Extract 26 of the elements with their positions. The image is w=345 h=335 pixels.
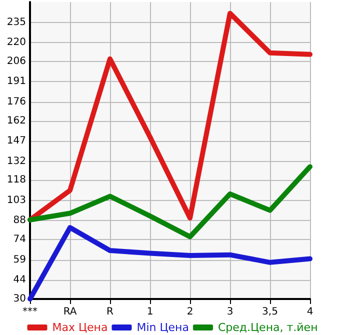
y-tick-label: 147 — [6, 136, 26, 147]
y-tick-label: 206 — [6, 56, 26, 67]
y-tick-label: 162 — [6, 115, 26, 126]
x-tick-label: 4 — [306, 306, 314, 318]
x-tick-label: 3 — [226, 306, 234, 318]
y-tick-label: 30 — [13, 294, 26, 304]
x-tick-label: 1 — [146, 306, 154, 318]
y-tick-label: 235 — [6, 16, 26, 28]
legend-label: Сред.Цена, т.йен — [218, 321, 318, 334]
y-tick-label: 74 — [13, 234, 26, 246]
x-tick-label: R — [106, 306, 114, 318]
y-tick-label: 88 — [13, 215, 26, 226]
y-tick-label: 59 — [13, 254, 26, 266]
x-tick-label: 3,5 — [262, 306, 278, 318]
y-tick-label: 103 — [6, 194, 26, 206]
y-tick-label: 176 — [6, 96, 26, 108]
x-tick-label: 2 — [186, 306, 194, 318]
x-tick-label: RA — [63, 306, 77, 318]
y-tick-label: 44 — [13, 274, 26, 286]
x-tick-label: *** — [22, 306, 38, 318]
y-tick-label: 220 — [6, 37, 26, 48]
y-tick-label: 132 — [6, 156, 26, 167]
y-tick-label: 118 — [6, 174, 26, 186]
y-tick-label: 191 — [6, 76, 26, 88]
legend-label: Max Цена — [52, 321, 108, 334]
legend-label: Min Цена — [136, 321, 189, 334]
